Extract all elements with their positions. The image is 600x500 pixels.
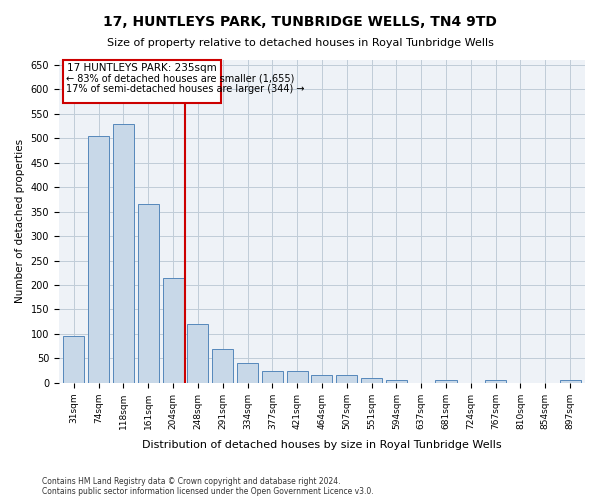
Text: ← 83% of detached houses are smaller (1,655): ← 83% of detached houses are smaller (1,… — [67, 74, 295, 84]
Bar — [311, 376, 332, 383]
Bar — [88, 136, 109, 383]
Text: 17 HUNTLEYS PARK: 235sqm: 17 HUNTLEYS PARK: 235sqm — [67, 63, 217, 73]
Bar — [485, 380, 506, 383]
Bar — [262, 370, 283, 383]
X-axis label: Distribution of detached houses by size in Royal Tunbridge Wells: Distribution of detached houses by size … — [142, 440, 502, 450]
Bar — [212, 348, 233, 383]
Text: 17, HUNTLEYS PARK, TUNBRIDGE WELLS, TN4 9TD: 17, HUNTLEYS PARK, TUNBRIDGE WELLS, TN4 … — [103, 15, 497, 29]
Bar — [361, 378, 382, 383]
Bar — [237, 363, 258, 383]
Bar — [163, 278, 184, 383]
Bar — [63, 336, 85, 383]
Text: Size of property relative to detached houses in Royal Tunbridge Wells: Size of property relative to detached ho… — [107, 38, 493, 48]
Bar — [187, 324, 208, 383]
Text: 17% of semi-detached houses are larger (344) →: 17% of semi-detached houses are larger (… — [67, 84, 305, 94]
Bar — [336, 376, 358, 383]
Bar — [113, 124, 134, 383]
Bar — [436, 380, 457, 383]
Bar — [137, 204, 159, 383]
Bar — [386, 380, 407, 383]
FancyBboxPatch shape — [62, 60, 221, 103]
Y-axis label: Number of detached properties: Number of detached properties — [15, 140, 25, 304]
Text: Contains public sector information licensed under the Open Government Licence v3: Contains public sector information licen… — [42, 487, 374, 496]
Text: Contains HM Land Registry data © Crown copyright and database right 2024.: Contains HM Land Registry data © Crown c… — [42, 477, 341, 486]
Bar — [560, 380, 581, 383]
Bar — [287, 370, 308, 383]
